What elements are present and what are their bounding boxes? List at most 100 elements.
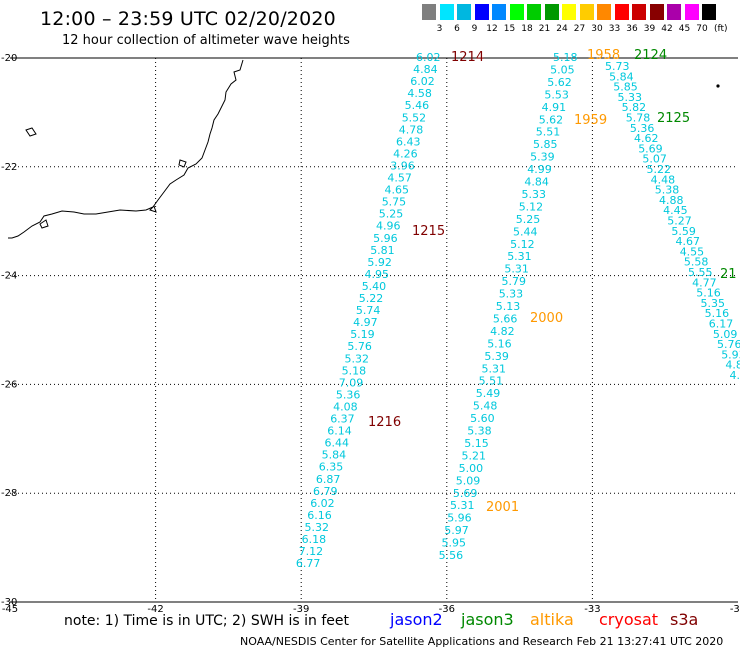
swh-value: 5.92 xyxy=(367,256,392,269)
satellite-legend-item: cryosat xyxy=(599,610,659,629)
satellite-legend-item: s3a xyxy=(670,610,699,629)
swh-value: 5.53 xyxy=(544,88,569,101)
scale-unit: (ft) xyxy=(714,24,728,34)
swh-value: 4.8 xyxy=(725,359,740,372)
swh-value: 5.16 xyxy=(487,337,512,350)
swh-value: 7.09 xyxy=(339,376,364,389)
swh-value: 5.75 xyxy=(382,196,407,209)
swh-value: 5.49 xyxy=(476,387,501,400)
swh-value: 5.27 xyxy=(667,215,692,228)
swh-value: 5.82 xyxy=(622,101,647,114)
swh-value: 3.96 xyxy=(390,159,415,172)
scale-swatch xyxy=(702,4,716,20)
time-labels: 1214 1215 1216 1958 1959 2000 2001 2124 2125 21 xyxy=(368,48,737,515)
swh-value: 4.84 xyxy=(413,63,438,76)
swh-value: 6.43 xyxy=(396,135,421,148)
latitude-label: -24 xyxy=(1,271,17,282)
swh-value: 5.39 xyxy=(484,350,509,363)
swh-value: 5.36 xyxy=(336,388,361,401)
swh-value: 5.19 xyxy=(350,328,375,341)
scale-label: 33 xyxy=(608,24,621,34)
swh-value: 4.67 xyxy=(676,235,701,248)
coastline xyxy=(8,59,720,239)
time-label: 1214 xyxy=(451,50,484,65)
swh-value: 4.77 xyxy=(692,276,717,289)
scale-swatch xyxy=(457,4,471,20)
swh-value: 4.99 xyxy=(527,163,552,176)
credit-line: NOAA/NESDIS Center for Satellite Applica… xyxy=(240,635,724,648)
swh-value: 5.12 xyxy=(519,200,544,213)
time-label: 2125 xyxy=(657,111,690,126)
swh-value: 6.77 xyxy=(296,557,321,570)
scale-swatch xyxy=(667,4,681,20)
swh-value: 5.15 xyxy=(464,437,489,450)
time-label: 21 xyxy=(720,267,737,282)
swh-value: 4.26 xyxy=(393,147,418,160)
swh-value: 5.58 xyxy=(684,256,709,269)
swh-value: 5.25 xyxy=(516,213,541,226)
scale-label: 9 xyxy=(471,24,478,34)
satellite-legend-item: jason3 xyxy=(461,610,514,629)
latitude-label: -20 xyxy=(1,53,17,64)
swh-value: 5.38 xyxy=(467,425,492,438)
swh-value: 5.18 xyxy=(342,364,367,377)
scale-swatch xyxy=(492,4,506,20)
scale-label: 45 xyxy=(678,24,691,34)
swh-value: 5.56 xyxy=(439,549,464,562)
swh-value: 5.81 xyxy=(370,244,395,257)
swh-value: 5.31 xyxy=(507,250,532,263)
swh-value: 5.48 xyxy=(473,400,498,413)
swh-value: 5.51 xyxy=(479,375,504,388)
swh-value: 5.46 xyxy=(405,99,430,112)
swh-value: 5.73 xyxy=(605,60,630,73)
scale-swatch xyxy=(474,4,489,20)
swh-value: 5.09 xyxy=(713,328,738,341)
swh-value: 4.62 xyxy=(634,132,659,145)
swh-value: 4.82 xyxy=(490,325,514,338)
scale-label: 15 xyxy=(503,24,516,34)
swh-value: 5.33 xyxy=(618,91,643,104)
swh-value: 5.69 xyxy=(453,487,478,500)
swh-value: 4.08 xyxy=(333,401,358,414)
swh-value: 5.84 xyxy=(322,449,347,462)
scale-label: 70 xyxy=(696,24,708,34)
scale-label: 30 xyxy=(591,24,603,34)
swh-value: 5.66 xyxy=(493,312,518,325)
axis-labels: -45 -42 -39 -36 -33 -30 -20 -22 -24 -26 -28 -30 xyxy=(1,53,740,615)
swh-value: 4.58 xyxy=(407,87,432,100)
swh-value: 5.93 xyxy=(721,348,740,361)
swh-value: 5.22 xyxy=(647,163,672,176)
swh-value: 7.12 xyxy=(299,545,324,558)
swh-value: 5.18 xyxy=(553,51,578,64)
time-label: 1216 xyxy=(368,415,401,430)
swh-value: 5.22 xyxy=(359,292,384,305)
swh-value: 5.74 xyxy=(356,304,381,317)
swh-value: 5.96 xyxy=(447,512,472,525)
scale-label: 12 xyxy=(486,24,498,34)
longitude-label: -30 xyxy=(730,604,740,615)
footer-note: note: 1) Time is in UTC; 2) SWH is in fe… xyxy=(64,613,350,629)
swh-value: 4.84 xyxy=(524,176,549,189)
swh-value: 5.31 xyxy=(482,362,507,375)
swh-value: 5.55 xyxy=(688,266,713,279)
swh-value: 5.95 xyxy=(442,537,467,550)
swh-value: 5.76 xyxy=(347,340,372,353)
swh-value: 5.21 xyxy=(462,449,487,462)
swh-value: 4.97 xyxy=(353,316,378,329)
swh-value: 5.62 xyxy=(547,76,572,89)
swh-value: 5.52 xyxy=(402,111,427,124)
swh-value: 5.84 xyxy=(609,70,634,83)
swh-value: 5.33 xyxy=(499,288,524,301)
swh-value: 6.17 xyxy=(709,318,734,331)
swh-value: 5.39 xyxy=(530,151,555,164)
swh-value: 4.45 xyxy=(663,204,688,217)
scale-label: 18 xyxy=(521,24,533,34)
swh-value: 5.09 xyxy=(456,474,481,487)
scale-label: 27 xyxy=(573,24,586,34)
swh-value: 5.76 xyxy=(717,338,740,351)
swh-value: 5.79 xyxy=(502,275,527,288)
swh-value: 6.44 xyxy=(325,437,350,450)
time-label: 2001 xyxy=(486,500,519,515)
swh-value: 5.96 xyxy=(373,232,398,245)
